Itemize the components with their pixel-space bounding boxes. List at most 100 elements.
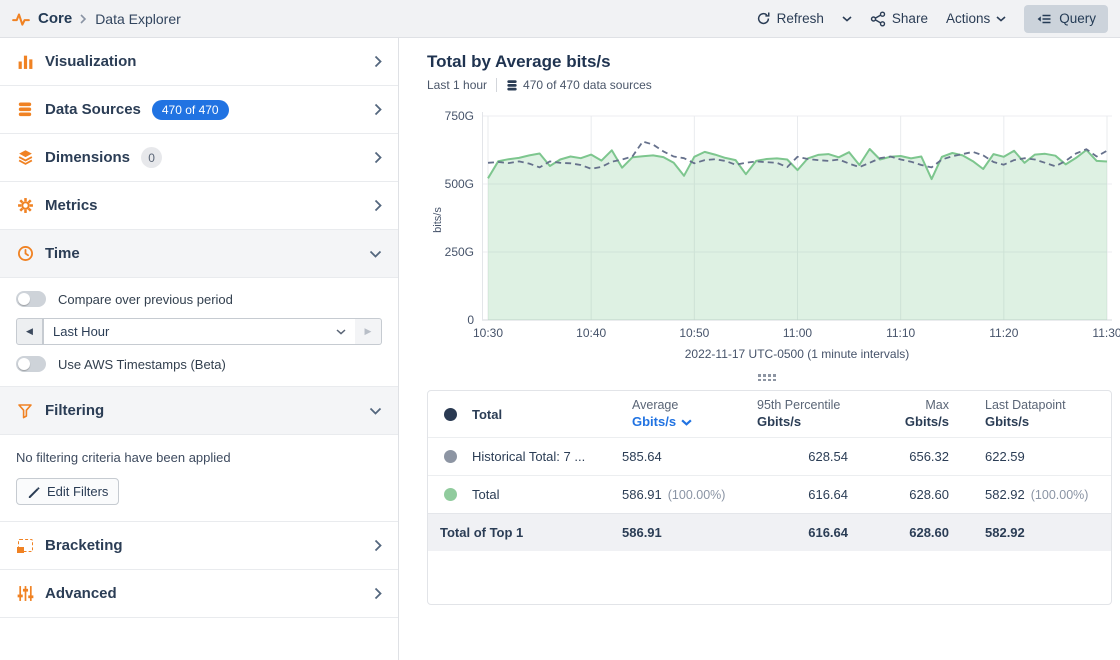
series-color-dot (443, 407, 457, 421)
chevron-down-icon (369, 250, 382, 258)
edit-filters-label: Edit Filters (47, 484, 109, 499)
share-icon (870, 11, 886, 27)
bracketing-icon (16, 537, 34, 555)
time-range-select[interactable]: Last Hour (43, 318, 355, 345)
query-list-icon (1037, 14, 1051, 23)
aws-timestamps-toggle[interactable] (16, 356, 46, 372)
sidebar-item-data-sources[interactable]: Data Sources 470 of 470 (0, 86, 398, 134)
x-tick-label: 11:10 (886, 326, 916, 340)
table-row-total[interactable]: Total 586.91 (100.00%) 616.64 628.60 582.… (428, 475, 1111, 513)
main-panel: Total by Average bits/s Last 1 hour 470 … (399, 38, 1120, 660)
x-tick-label: 11:00 (782, 326, 813, 340)
chart-subtitle: Last 1 hour 470 of 470 data sources (427, 78, 1112, 92)
sidebar-item-filtering[interactable]: Filtering (0, 387, 398, 435)
database-icon (507, 79, 517, 90)
series-color-cell (428, 407, 472, 421)
sidebar-item-label: Data Sources (45, 101, 141, 118)
data-sources-badge: 470 of 470 (151, 99, 229, 120)
database-icon (16, 101, 34, 119)
pulse-icon (12, 12, 30, 26)
time-series-chart[interactable]: bits/s 750G 500G 250G 0 10:30 10:40 10:50 11:0… (427, 109, 1120, 361)
x-tick-label: 10:30 (472, 326, 504, 340)
series-color-dot (443, 450, 457, 463)
caret-down-icon (996, 15, 1006, 22)
sort-desc-icon (681, 419, 692, 426)
y-axis-ticks: 750G 500G 250G 0 (442, 109, 482, 327)
subtitle-data-sources: 470 of 470 data sources (506, 78, 652, 92)
breadcrumb-app[interactable]: Core (38, 10, 73, 27)
column-header-total[interactable]: Total (472, 406, 503, 422)
table-row-historical-total[interactable]: Historical Total: 7 ... 585.64 628.54 65… (428, 437, 1111, 475)
column-header-last-datapoint[interactable]: Last Datapoint Gbits/s (985, 398, 1066, 429)
column-header-average[interactable]: Average Gbits/s (622, 397, 757, 430)
bar-chart-icon (16, 53, 34, 71)
sidebar-item-visualization[interactable]: Visualization (0, 38, 398, 86)
y-tick-label: 250G (444, 245, 474, 259)
refresh-button[interactable]: Refresh (756, 11, 824, 26)
gear-icon (16, 197, 34, 215)
plot-area: 10:30 10:40 10:50 11:00 11:10 11:20 11:30 2022… (473, 110, 1120, 361)
sidebar-item-label: Time (45, 245, 80, 262)
share-button[interactable]: Share (870, 11, 928, 27)
sidebar: Visualization Data Sources 470 of 470 Di… (0, 38, 399, 660)
sidebar-item-dimensions[interactable]: Dimensions 0 (0, 134, 398, 182)
time-range-value: Last Hour (53, 324, 110, 339)
filtering-section-content: No filtering criteria have been applied … (0, 435, 398, 522)
column-header-max[interactable]: Max Gbits/s (904, 398, 949, 429)
table-header-row: Total Average Gbits/s 95th Percentile Gb… (428, 391, 1111, 437)
refresh-label: Refresh (776, 11, 824, 26)
refresh-dropdown-button[interactable] (842, 15, 852, 22)
column-header-95th-percentile[interactable]: 95th Percentile Gbits/s (757, 398, 841, 429)
sidebar-item-label: Advanced (45, 585, 117, 602)
x-axis-ticks: 10:30 10:40 10:50 11:00 11:10 11:20 11:30 (473, 326, 1120, 344)
footer-label: Total of Top 1 (440, 525, 524, 540)
sidebar-item-label: Visualization (45, 53, 137, 70)
sidebar-item-label: Dimensions (45, 149, 131, 166)
clock-icon (16, 245, 34, 263)
time-range-next-button[interactable]: ▶ (355, 318, 382, 345)
subtitle-time-range: Last 1 hour (427, 78, 488, 92)
layers-icon (16, 149, 34, 167)
sidebar-item-label: Filtering (45, 402, 105, 419)
breadcrumb-page: Data Explorer (95, 10, 181, 27)
filtering-empty-text: No filtering criteria have been applied (16, 450, 231, 465)
sidebar-item-label: Bracketing (45, 537, 123, 554)
edit-filters-button[interactable]: Edit Filters (16, 478, 120, 505)
sidebar-item-bracketing[interactable]: Bracketing (0, 522, 398, 570)
actions-button[interactable]: Actions (946, 11, 1006, 26)
compare-previous-period-toggle[interactable] (16, 291, 46, 307)
data-sources-count: 470 of 470 data sources (523, 78, 652, 92)
x-tick-label: 11:30 (1092, 326, 1120, 340)
x-tick-label: 11:20 (989, 326, 1019, 340)
actions-label: Actions (945, 11, 991, 26)
caret-down-icon (336, 328, 346, 335)
sidebar-item-metrics[interactable]: Metrics (0, 182, 398, 230)
breadcrumb: Core Data Explorer (12, 10, 181, 28)
chevron-right-icon (374, 151, 382, 164)
time-range-prev-button[interactable]: ◀ (16, 318, 43, 345)
sidebar-item-time[interactable]: Time (0, 230, 398, 278)
sliders-icon (16, 585, 34, 603)
chevron-down-icon (369, 407, 382, 415)
share-label: Share (891, 11, 928, 26)
sidebar-item-label: Metrics (45, 197, 98, 214)
chevron-right-icon (374, 103, 382, 116)
y-tick-label: 500G (444, 177, 474, 191)
y-tick-label: 0 (467, 313, 474, 327)
row-name: Historical Total: 7 ... (472, 449, 586, 464)
top-bar: Core Data Explorer Refresh Share Actions (0, 0, 1120, 38)
chevron-right-icon (374, 199, 382, 212)
chevron-right-icon (374, 55, 382, 68)
dimensions-badge: 0 (141, 147, 163, 168)
table-footer-row: Total of Top 1 586.91 616.64 628.60 582.… (428, 513, 1111, 551)
y-tick-label: 750G (444, 109, 474, 123)
chart-svg[interactable] (482, 110, 1112, 322)
compare-toggle-label: Compare over previous period (58, 291, 233, 307)
chart-title: Total by Average bits/s (427, 52, 611, 71)
sidebar-item-advanced[interactable]: Advanced (0, 570, 398, 618)
query-button[interactable]: Query (1024, 4, 1108, 33)
caret-down-icon (842, 15, 852, 22)
resize-drag-handle[interactable] (758, 374, 776, 381)
topbar-controls: Refresh Share Actions Query (756, 4, 1108, 33)
